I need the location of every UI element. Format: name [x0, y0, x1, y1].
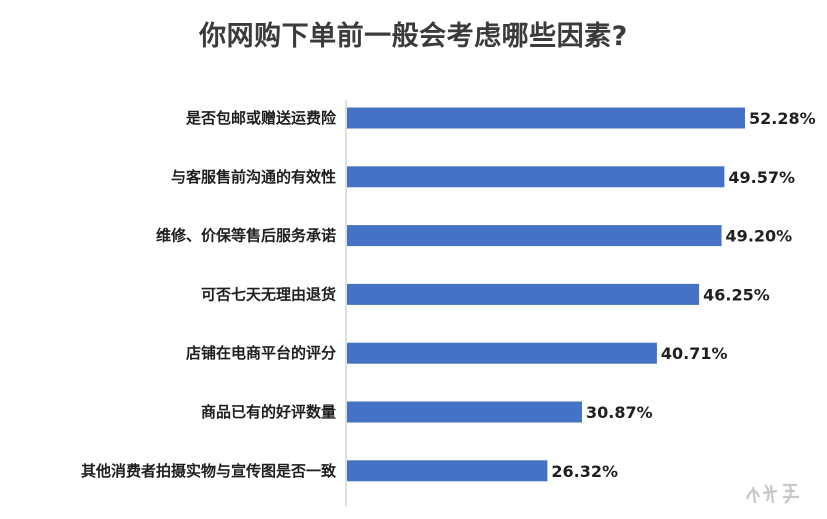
bars-group: 是否包邮或赠送运费险 52.28% 与客服售前沟通的有效性 49.57% 维修、价保等售…	[81, 107, 816, 482]
value-label: 40.71%	[661, 344, 728, 363]
value-label: 49.57%	[728, 168, 795, 187]
bar	[347, 166, 725, 188]
category-label: 是否包邮或赠送运费险	[185, 109, 337, 127]
category-label: 其他消费者拍摄实物与宣传图是否一致	[81, 462, 337, 480]
chart-title: 你网购下单前一般会考虑哪些因素?	[199, 21, 628, 52]
category-label: 店铺在电商平台的评分	[186, 344, 336, 362]
bar	[347, 460, 548, 482]
bar	[347, 107, 745, 129]
bar	[347, 401, 583, 423]
bar	[347, 225, 722, 247]
watermark-logo-icon	[745, 483, 799, 504]
value-label: 52.28%	[749, 109, 816, 128]
value-label: 26.32%	[551, 462, 618, 481]
bar	[347, 342, 657, 364]
watermark	[743, 477, 809, 507]
value-label: 30.87%	[586, 403, 653, 422]
category-label: 与客服售前沟通的有效性	[171, 168, 336, 186]
category-label: 商品已有的好评数量	[201, 403, 336, 421]
bar	[347, 283, 700, 305]
category-label: 维修、价保等售后服务承诺	[156, 227, 336, 245]
value-label: 49.20%	[726, 227, 793, 246]
category-label: 可否七天无理由退货	[201, 285, 336, 303]
value-label: 46.25%	[703, 285, 770, 304]
